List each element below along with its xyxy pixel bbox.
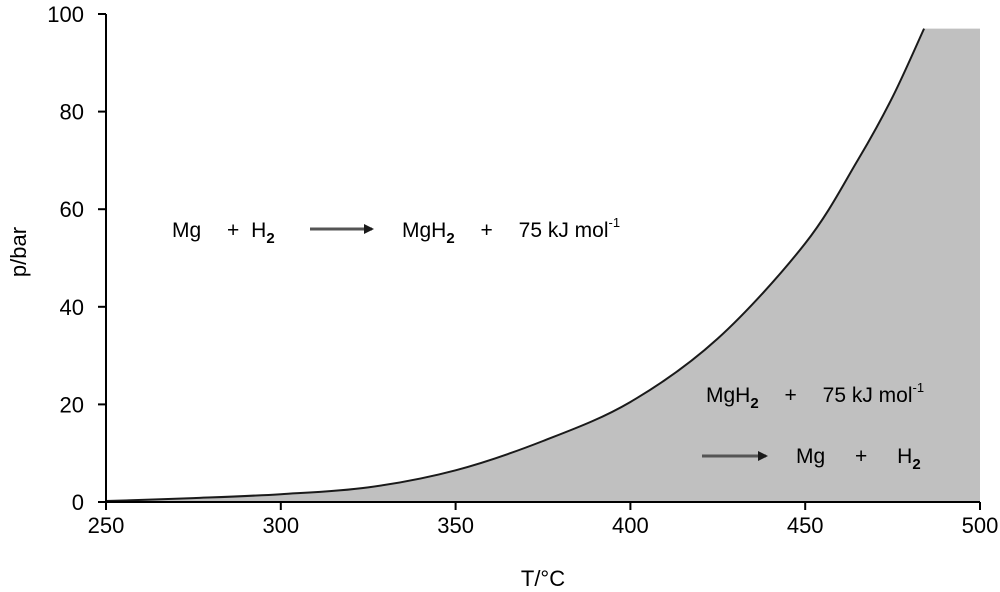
y-tick-label: 20 xyxy=(60,392,84,417)
x-tick-label: 250 xyxy=(88,513,125,538)
x-tick-label: 500 xyxy=(962,513,999,538)
y-tick-label: 40 xyxy=(60,295,84,320)
svg-text:MgH2 + 75 kJ mol-1: MgH2 + 75 kJ mol-1 xyxy=(706,380,924,413)
plus-sign: + xyxy=(785,384,797,407)
y-tick-label: 100 xyxy=(47,2,84,27)
equilibrium-pressure-curve xyxy=(105,28,925,503)
absorption-equation: Mg + H2 MgH2 + 75 kJ mol-1 xyxy=(172,215,620,248)
y-tick-label: 80 xyxy=(60,100,84,125)
x-axis-label: T/°C xyxy=(521,566,565,591)
svg-text:Mg + H2: Mg + H2 xyxy=(796,445,921,473)
svg-text:MgH2 + 75 kJ mol-1: MgH2 + 75 kJ mol-1 xyxy=(402,215,620,248)
x-tick-label: 300 xyxy=(262,513,299,538)
hydrogen-subscript: 2 xyxy=(266,230,274,247)
y-axis-label: p/bar xyxy=(6,227,31,277)
hydrogen-subscript: 2 xyxy=(912,456,920,473)
plus-sign: + xyxy=(227,219,239,242)
product-mg: Mg xyxy=(796,445,825,468)
y-ticks: 0 20 40 60 80 100 xyxy=(47,2,106,515)
y-tick-label: 0 xyxy=(72,490,84,515)
x-tick-label: 350 xyxy=(437,513,474,538)
energy-superscript: -1 xyxy=(913,380,925,395)
desorption-region-fill xyxy=(106,28,980,502)
reactant-mgh2: MgH xyxy=(706,384,750,407)
x-ticks: 250 300 350 400 450 500 xyxy=(88,502,999,538)
x-tick-label: 400 xyxy=(612,513,649,538)
reaction-energy: 75 kJ mol xyxy=(519,219,609,242)
product-mgh2: MgH xyxy=(402,219,446,242)
desorption-equation: MgH2 + 75 kJ mol-1 Mg + H2 xyxy=(702,380,924,473)
reactant-subscript: 2 xyxy=(750,395,758,412)
reaction-energy: 75 kJ mol xyxy=(823,384,913,407)
svg-text:Mg + H2: Mg + H2 xyxy=(172,219,275,247)
x-tick-label: 450 xyxy=(787,513,824,538)
product-subscript: 2 xyxy=(446,230,454,247)
reactant-mg: Mg xyxy=(172,219,201,242)
plus-sign: + xyxy=(481,219,493,242)
hydrogen: H xyxy=(251,219,266,242)
energy-superscript: -1 xyxy=(609,215,621,230)
hydrogen: H xyxy=(897,445,912,468)
y-tick-label: 60 xyxy=(60,197,84,222)
plus-sign: + xyxy=(855,445,867,468)
